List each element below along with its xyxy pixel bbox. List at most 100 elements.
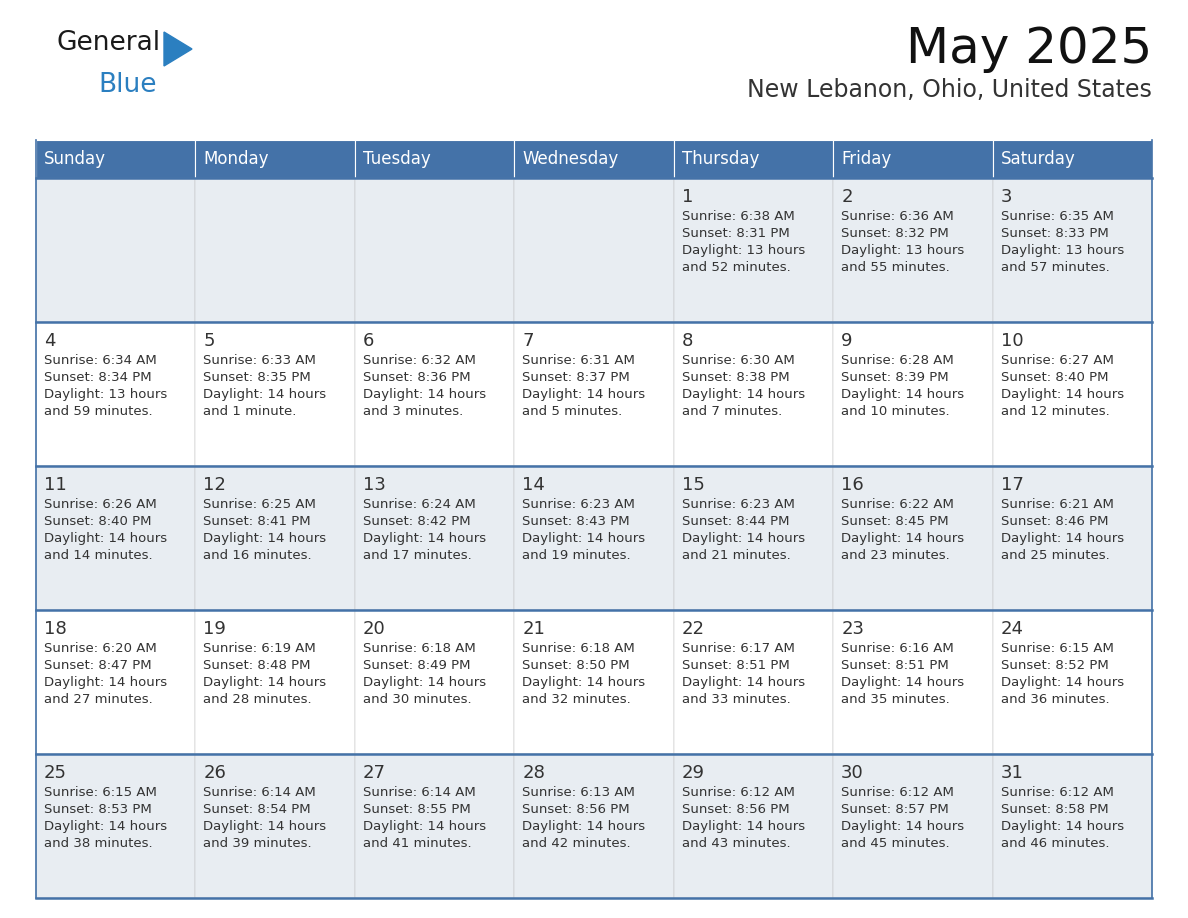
Text: and 28 minutes.: and 28 minutes. [203, 693, 312, 706]
Text: Sunrise: 6:27 AM: Sunrise: 6:27 AM [1000, 354, 1113, 367]
Text: Sunrise: 6:12 AM: Sunrise: 6:12 AM [1000, 786, 1113, 799]
Text: 4: 4 [44, 332, 56, 350]
Text: Sunset: 8:33 PM: Sunset: 8:33 PM [1000, 227, 1108, 240]
Text: Sunrise: 6:31 AM: Sunrise: 6:31 AM [523, 354, 636, 367]
Bar [833, 610, 992, 754]
Text: Sunrise: 6:15 AM: Sunrise: 6:15 AM [44, 786, 157, 799]
Text: Sunrise: 6:33 AM: Sunrise: 6:33 AM [203, 354, 316, 367]
Text: Sunrise: 6:17 AM: Sunrise: 6:17 AM [682, 642, 795, 655]
Text: and 1 minute.: and 1 minute. [203, 405, 297, 418]
Text: Sunrise: 6:16 AM: Sunrise: 6:16 AM [841, 642, 954, 655]
Text: Daylight: 14 hours: Daylight: 14 hours [203, 532, 327, 545]
Bar [355, 610, 514, 754]
Text: Sunset: 8:57 PM: Sunset: 8:57 PM [841, 803, 949, 816]
Text: Friday: Friday [841, 150, 891, 168]
Text: Daylight: 14 hours: Daylight: 14 hours [203, 820, 327, 833]
Bar [514, 610, 674, 754]
Text: Sunset: 8:37 PM: Sunset: 8:37 PM [523, 371, 630, 384]
Text: 30: 30 [841, 764, 864, 782]
Text: Daylight: 14 hours: Daylight: 14 hours [203, 676, 327, 689]
Text: Daylight: 14 hours: Daylight: 14 hours [523, 820, 645, 833]
Text: Sunrise: 6:38 AM: Sunrise: 6:38 AM [682, 210, 795, 223]
Text: and 59 minutes.: and 59 minutes. [44, 405, 152, 418]
Bar [992, 610, 1152, 754]
Text: and 5 minutes.: and 5 minutes. [523, 405, 623, 418]
Text: Sunrise: 6:28 AM: Sunrise: 6:28 AM [841, 354, 954, 367]
Bar [355, 466, 514, 610]
Text: Sunrise: 6:18 AM: Sunrise: 6:18 AM [523, 642, 636, 655]
Text: and 16 minutes.: and 16 minutes. [203, 549, 312, 562]
Text: and 12 minutes.: and 12 minutes. [1000, 405, 1110, 418]
Text: Sunrise: 6:14 AM: Sunrise: 6:14 AM [362, 786, 475, 799]
Text: Daylight: 14 hours: Daylight: 14 hours [523, 388, 645, 401]
Text: Sunrise: 6:24 AM: Sunrise: 6:24 AM [362, 498, 475, 511]
Text: Sunrise: 6:36 AM: Sunrise: 6:36 AM [841, 210, 954, 223]
Text: Sunset: 8:32 PM: Sunset: 8:32 PM [841, 227, 949, 240]
Text: Sunrise: 6:26 AM: Sunrise: 6:26 AM [44, 498, 157, 511]
Text: and 7 minutes.: and 7 minutes. [682, 405, 782, 418]
Text: Daylight: 14 hours: Daylight: 14 hours [841, 388, 965, 401]
Text: Daylight: 14 hours: Daylight: 14 hours [1000, 388, 1124, 401]
Text: and 39 minutes.: and 39 minutes. [203, 837, 312, 850]
Bar [674, 466, 833, 610]
Text: and 23 minutes.: and 23 minutes. [841, 549, 950, 562]
Bar [196, 178, 355, 322]
Text: Sunset: 8:47 PM: Sunset: 8:47 PM [44, 659, 152, 672]
Text: Sunset: 8:53 PM: Sunset: 8:53 PM [44, 803, 152, 816]
Text: Daylight: 14 hours: Daylight: 14 hours [523, 676, 645, 689]
Text: Saturday: Saturday [1000, 150, 1075, 168]
Text: Sunrise: 6:14 AM: Sunrise: 6:14 AM [203, 786, 316, 799]
Text: and 55 minutes.: and 55 minutes. [841, 261, 950, 274]
Text: and 35 minutes.: and 35 minutes. [841, 693, 950, 706]
Bar [833, 178, 992, 322]
Bar [514, 178, 674, 322]
Text: and 30 minutes.: and 30 minutes. [362, 693, 472, 706]
Bar [674, 754, 833, 898]
Bar [196, 610, 355, 754]
Text: Sunset: 8:45 PM: Sunset: 8:45 PM [841, 515, 949, 528]
Text: 19: 19 [203, 620, 226, 638]
Text: Sunset: 8:49 PM: Sunset: 8:49 PM [362, 659, 470, 672]
Text: Daylight: 14 hours: Daylight: 14 hours [1000, 532, 1124, 545]
Text: Daylight: 13 hours: Daylight: 13 hours [1000, 244, 1124, 257]
Text: Sunset: 8:38 PM: Sunset: 8:38 PM [682, 371, 789, 384]
Text: and 14 minutes.: and 14 minutes. [44, 549, 152, 562]
Text: and 42 minutes.: and 42 minutes. [523, 837, 631, 850]
Bar [674, 178, 833, 322]
Text: Daylight: 13 hours: Daylight: 13 hours [682, 244, 805, 257]
Text: Monday: Monday [203, 150, 268, 168]
Text: 21: 21 [523, 620, 545, 638]
Text: and 3 minutes.: and 3 minutes. [362, 405, 463, 418]
Text: Sunrise: 6:15 AM: Sunrise: 6:15 AM [1000, 642, 1113, 655]
Text: and 52 minutes.: and 52 minutes. [682, 261, 790, 274]
Text: Daylight: 14 hours: Daylight: 14 hours [44, 820, 168, 833]
Text: Daylight: 14 hours: Daylight: 14 hours [841, 532, 965, 545]
Text: Daylight: 13 hours: Daylight: 13 hours [44, 388, 168, 401]
Text: and 19 minutes.: and 19 minutes. [523, 549, 631, 562]
Text: and 33 minutes.: and 33 minutes. [682, 693, 790, 706]
Text: and 43 minutes.: and 43 minutes. [682, 837, 790, 850]
Text: and 46 minutes.: and 46 minutes. [1000, 837, 1110, 850]
Text: Sunrise: 6:20 AM: Sunrise: 6:20 AM [44, 642, 157, 655]
Bar [196, 140, 355, 178]
Bar [992, 322, 1152, 466]
Text: 23: 23 [841, 620, 864, 638]
Text: Sunset: 8:52 PM: Sunset: 8:52 PM [1000, 659, 1108, 672]
Bar [992, 140, 1152, 178]
Text: 22: 22 [682, 620, 704, 638]
Text: Daylight: 14 hours: Daylight: 14 hours [362, 820, 486, 833]
Text: 8: 8 [682, 332, 693, 350]
Bar [196, 466, 355, 610]
Text: and 21 minutes.: and 21 minutes. [682, 549, 790, 562]
Text: Sunset: 8:54 PM: Sunset: 8:54 PM [203, 803, 311, 816]
Text: 5: 5 [203, 332, 215, 350]
Text: 31: 31 [1000, 764, 1023, 782]
Text: 29: 29 [682, 764, 704, 782]
Text: 1: 1 [682, 188, 693, 206]
Bar [514, 466, 674, 610]
Text: Wednesday: Wednesday [523, 150, 619, 168]
Bar [833, 754, 992, 898]
Text: Daylight: 14 hours: Daylight: 14 hours [203, 388, 327, 401]
Text: and 36 minutes.: and 36 minutes. [1000, 693, 1110, 706]
Text: Sunset: 8:43 PM: Sunset: 8:43 PM [523, 515, 630, 528]
